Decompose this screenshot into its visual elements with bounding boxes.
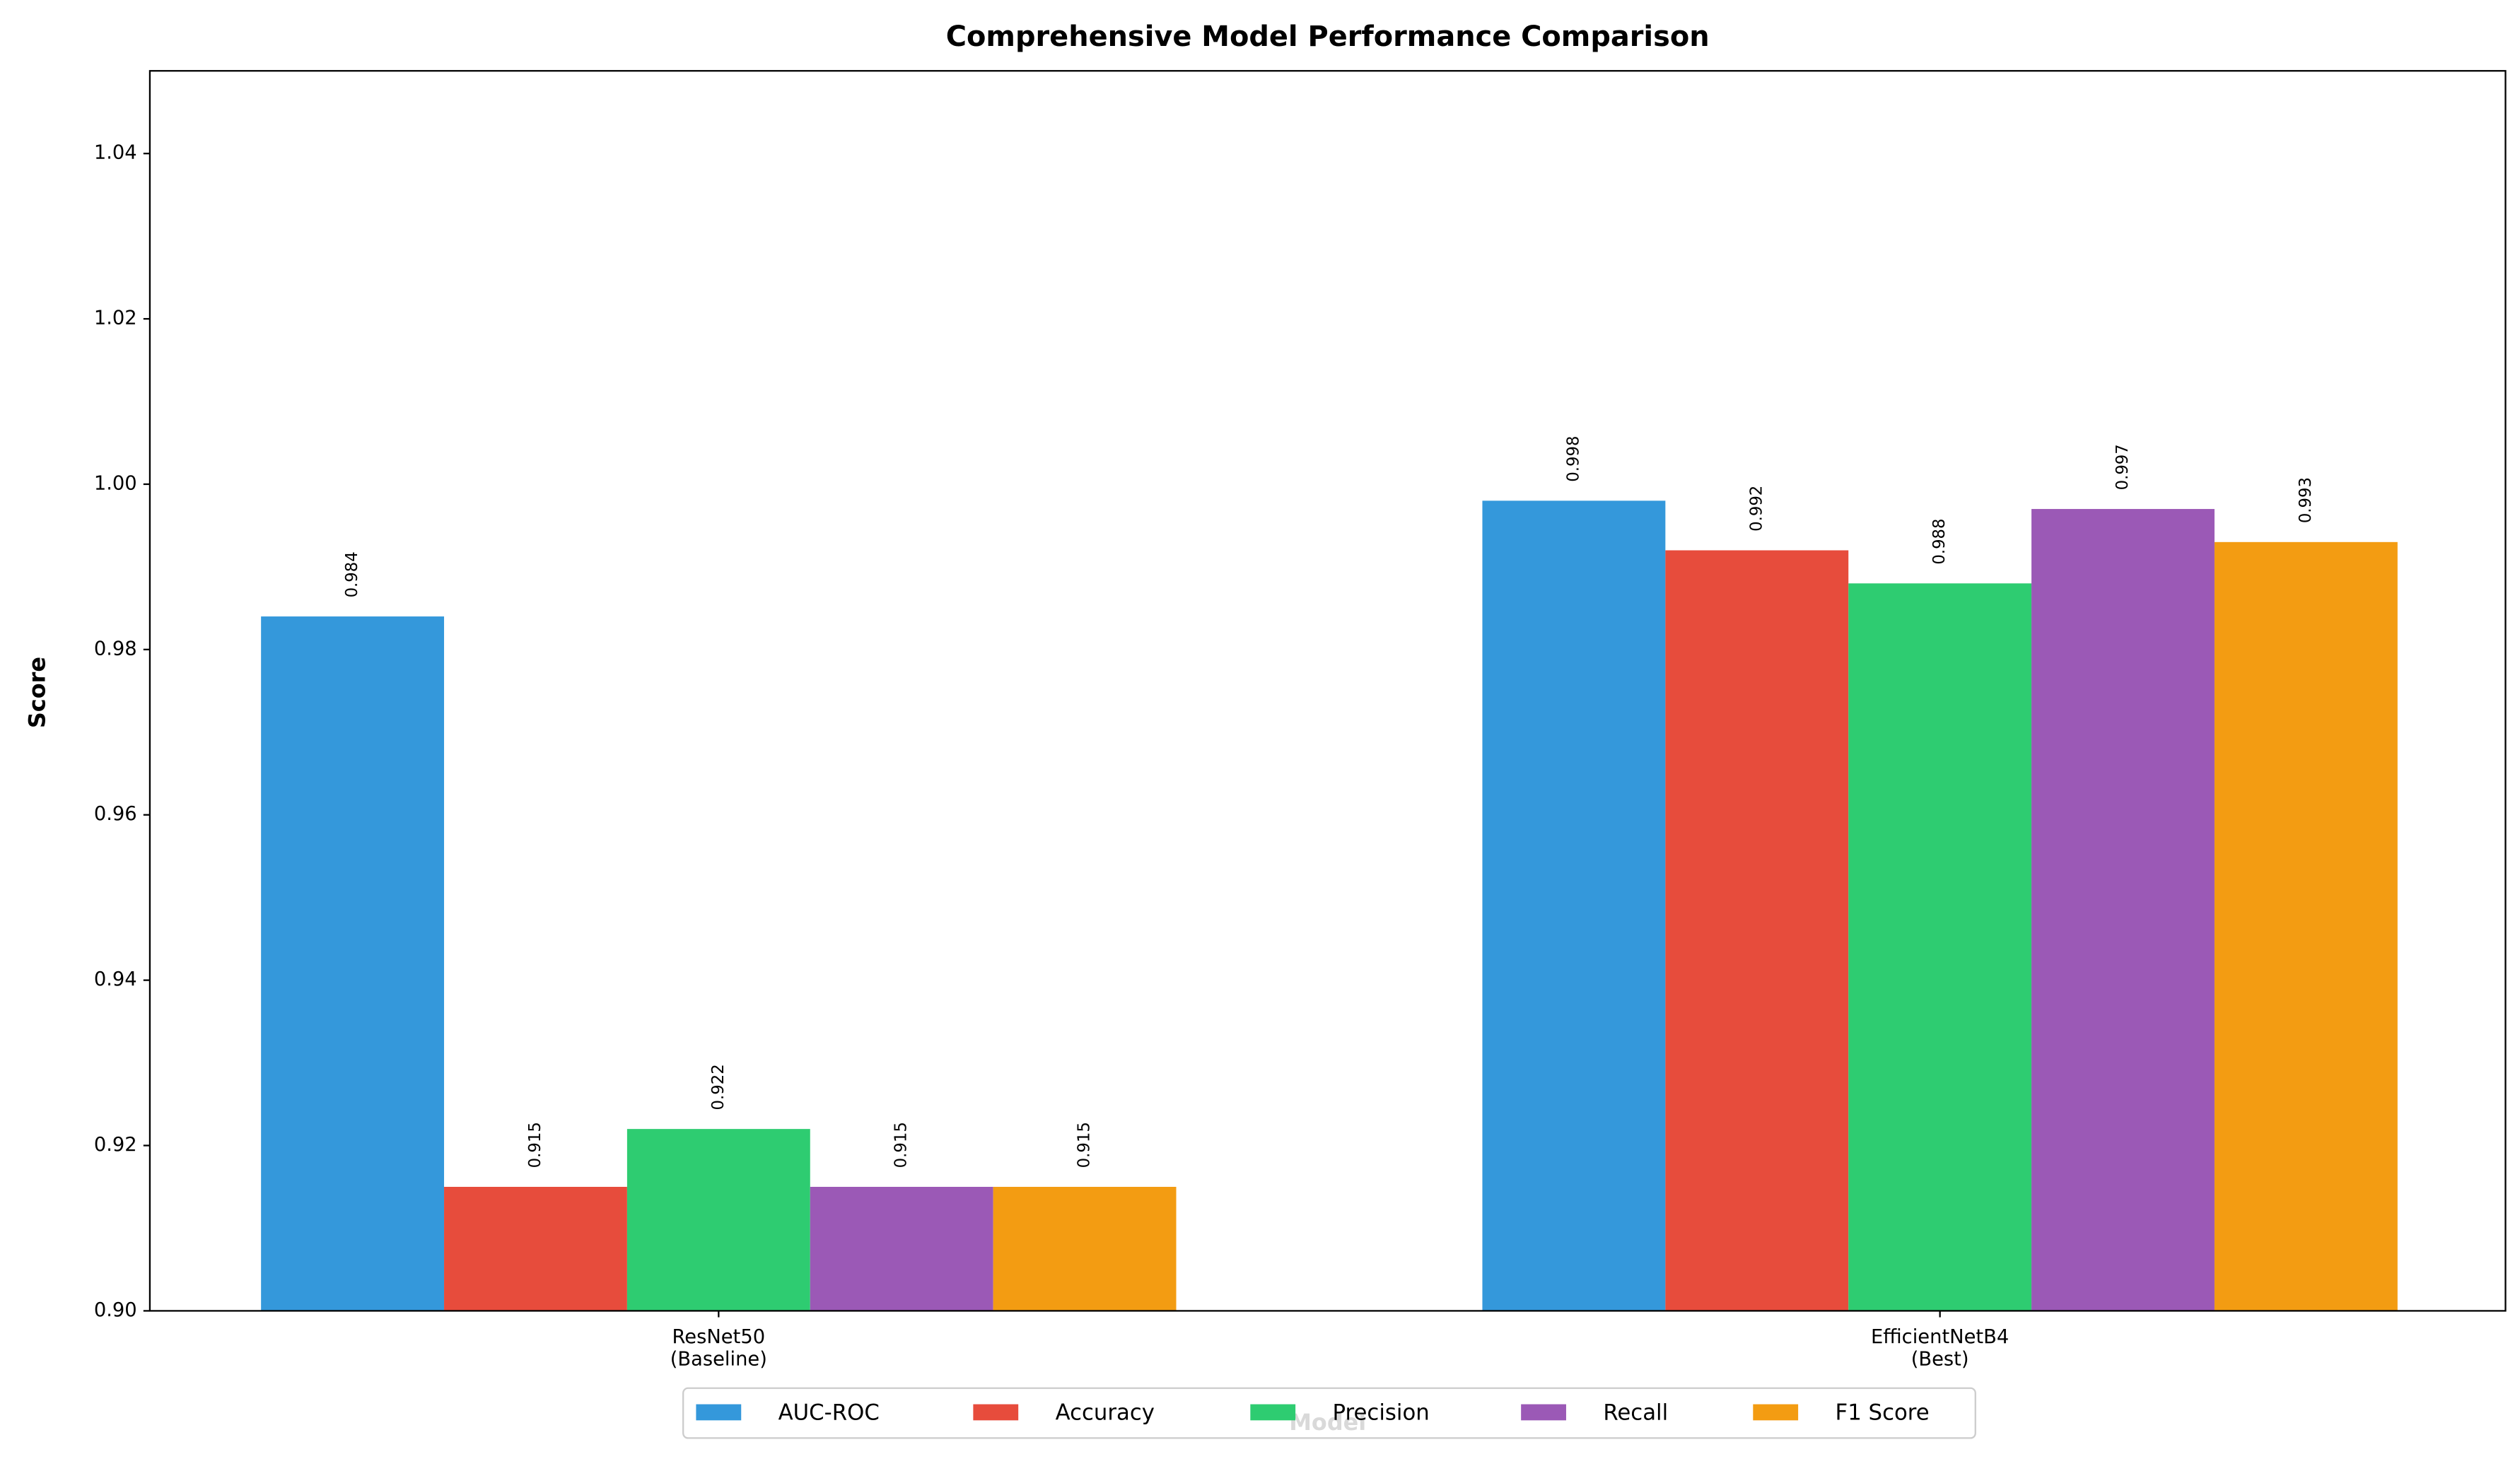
legend-swatch [973, 1404, 1019, 1421]
y-tick-label: 1.00 [94, 472, 137, 494]
value-label: 0.984 [343, 551, 361, 597]
value-label: 0.998 [1564, 436, 1582, 482]
y-tick-label: 1.02 [94, 307, 137, 329]
chart-title: Comprehensive Model Performance Comparis… [946, 20, 1710, 53]
legend-swatch [696, 1404, 742, 1421]
legend-label: AUC-ROC [778, 1400, 880, 1426]
value-label: 0.988 [1930, 518, 1949, 564]
y-tick-label: 0.94 [94, 968, 137, 990]
legend-label: Recall [1603, 1400, 1668, 1426]
legend-swatch [1753, 1404, 1799, 1421]
value-label: 0.915 [892, 1122, 911, 1168]
bar [810, 1186, 993, 1311]
value-label: 0.915 [526, 1122, 544, 1168]
bar [2214, 541, 2398, 1311]
value-label: 0.915 [1075, 1122, 1094, 1168]
y-tick-label: 0.96 [94, 803, 137, 825]
legend-label: F1 Score [1836, 1400, 1930, 1426]
bar [2031, 509, 2215, 1311]
legend-label: Precision [1333, 1400, 1430, 1426]
legend: AUC-ROC Accuracy Precision Recall F1 Score [682, 1387, 1976, 1439]
plot-frame [148, 70, 2507, 1312]
bar [1482, 500, 1666, 1311]
legend-box [682, 1387, 1976, 1439]
value-label: 0.992 [1747, 486, 1766, 532]
bar [1665, 550, 1849, 1311]
value-label: 0.922 [709, 1064, 728, 1110]
y-tick-label: 1.04 [94, 142, 137, 164]
x-tick-label: ResNet50 (Baseline) [670, 1326, 767, 1370]
bar [626, 1129, 810, 1311]
legend-label: Accuracy [1056, 1400, 1155, 1426]
y-tick-label: 0.98 [94, 638, 137, 660]
y-tick-label: 0.90 [94, 1299, 137, 1321]
y-tick-label: 0.92 [94, 1134, 137, 1156]
value-label: 0.997 [2113, 444, 2132, 490]
legend-swatch [1250, 1404, 1296, 1421]
bar [993, 1186, 1177, 1311]
bar [444, 1186, 627, 1311]
legend-swatch [1521, 1404, 1566, 1421]
bar [1848, 583, 2032, 1311]
y-axis-label: Score [24, 657, 51, 728]
value-label: 0.993 [2297, 477, 2315, 523]
x-tick-label: EfficientNetB4 (Best) [1871, 1326, 2009, 1370]
bar [261, 616, 445, 1311]
